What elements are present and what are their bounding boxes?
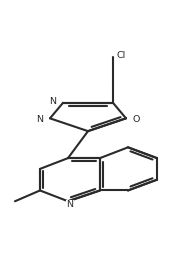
Text: O: O	[132, 115, 140, 124]
Text: Cl: Cl	[116, 51, 126, 60]
Text: N: N	[37, 115, 44, 124]
Text: N: N	[66, 200, 73, 209]
Text: N: N	[50, 97, 57, 106]
